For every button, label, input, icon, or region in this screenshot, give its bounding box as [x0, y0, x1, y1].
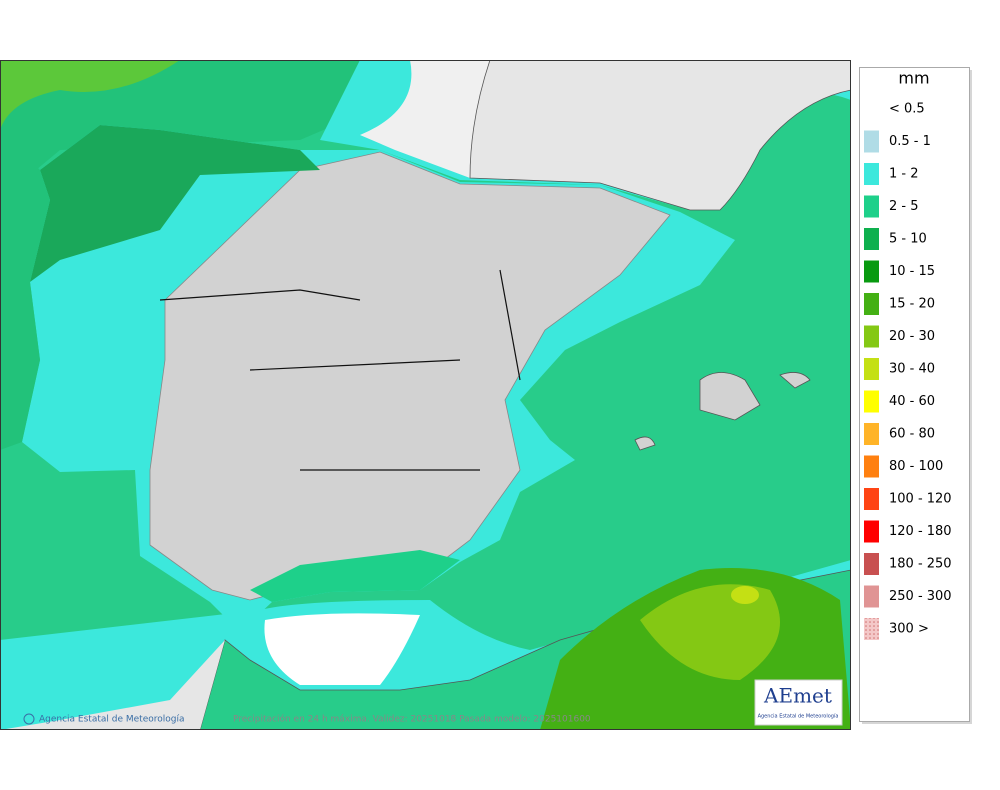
legend-swatch — [864, 228, 879, 250]
legend-label: 40 - 60 — [889, 394, 935, 409]
legend-swatch — [864, 130, 879, 153]
legend-label: 5 - 10 — [889, 232, 927, 247]
legend-swatch — [864, 423, 879, 445]
legend-swatch — [864, 390, 879, 413]
legend-label: 10 - 15 — [889, 264, 935, 279]
legend-label: 300 > — [889, 622, 929, 637]
ibiza — [634, 436, 656, 451]
legend-swatch — [864, 163, 879, 185]
legend-title: mm — [898, 69, 929, 88]
portugal-coast-rain — [0, 130, 50, 450]
legend-label: < 0.5 — [889, 102, 925, 117]
legend-label: 120 - 180 — [889, 524, 952, 539]
legend-label: 1 - 2 — [889, 167, 919, 182]
mallorca — [699, 372, 761, 421]
logo-box — [754, 679, 843, 726]
legend-label: 15 - 20 — [889, 297, 935, 312]
legend-label: 20 - 30 — [889, 329, 935, 344]
legend-label: 180 - 250 — [889, 557, 952, 572]
legend-swatch — [864, 260, 879, 283]
legend-swatch — [864, 520, 879, 543]
legend-swatch — [864, 585, 879, 608]
south-rain — [250, 550, 460, 602]
legend-label: 100 - 120 — [889, 492, 952, 507]
copyright-icon — [23, 713, 35, 725]
legend-label: 250 - 300 — [889, 589, 952, 604]
legend-swatch — [864, 293, 879, 315]
menorca — [779, 372, 811, 389]
alboran-dry — [264, 613, 420, 685]
galicia-rain — [30, 125, 320, 282]
legend-swatch — [864, 553, 879, 575]
legend-label: 30 - 40 — [889, 362, 935, 377]
legend-swatch — [864, 618, 879, 640]
map — [0, 60, 851, 730]
legend-label: 60 - 80 — [889, 427, 935, 442]
logo-subtitle: Agencia Estatal de Meteorología — [758, 713, 839, 720]
france — [469, 60, 851, 211]
legend-items: < 0.5 0.5 - 1 1 - 2 2 - 5 5 - 10 10 - 15 15 - … — [864, 102, 952, 640]
algeria-peak — [731, 586, 759, 604]
legend-swatch — [864, 358, 879, 380]
map-frame — [0, 60, 851, 730]
legend-label: 2 - 5 — [889, 199, 919, 214]
atlantic-rain — [0, 60, 400, 200]
legend-label: 0.5 - 1 — [889, 134, 931, 149]
caption: Precipitación en 24 h máxima. Validez: 2… — [233, 714, 591, 725]
credit: Agencia Estatal de Meteorología — [39, 715, 185, 725]
logo-name: AEmet — [763, 684, 832, 708]
legend-label: 80 - 100 — [889, 459, 943, 474]
legend-swatch — [864, 325, 879, 348]
algeria-heavy — [640, 584, 780, 680]
africa-dry — [0, 640, 225, 730]
legend-swatch — [864, 195, 879, 218]
region-borders — [159, 269, 521, 471]
legend-swatch — [864, 455, 879, 478]
legend-swatch — [864, 488, 879, 510]
atlantic-heavy — [0, 60, 180, 130]
iberia-dry — [149, 151, 671, 601]
